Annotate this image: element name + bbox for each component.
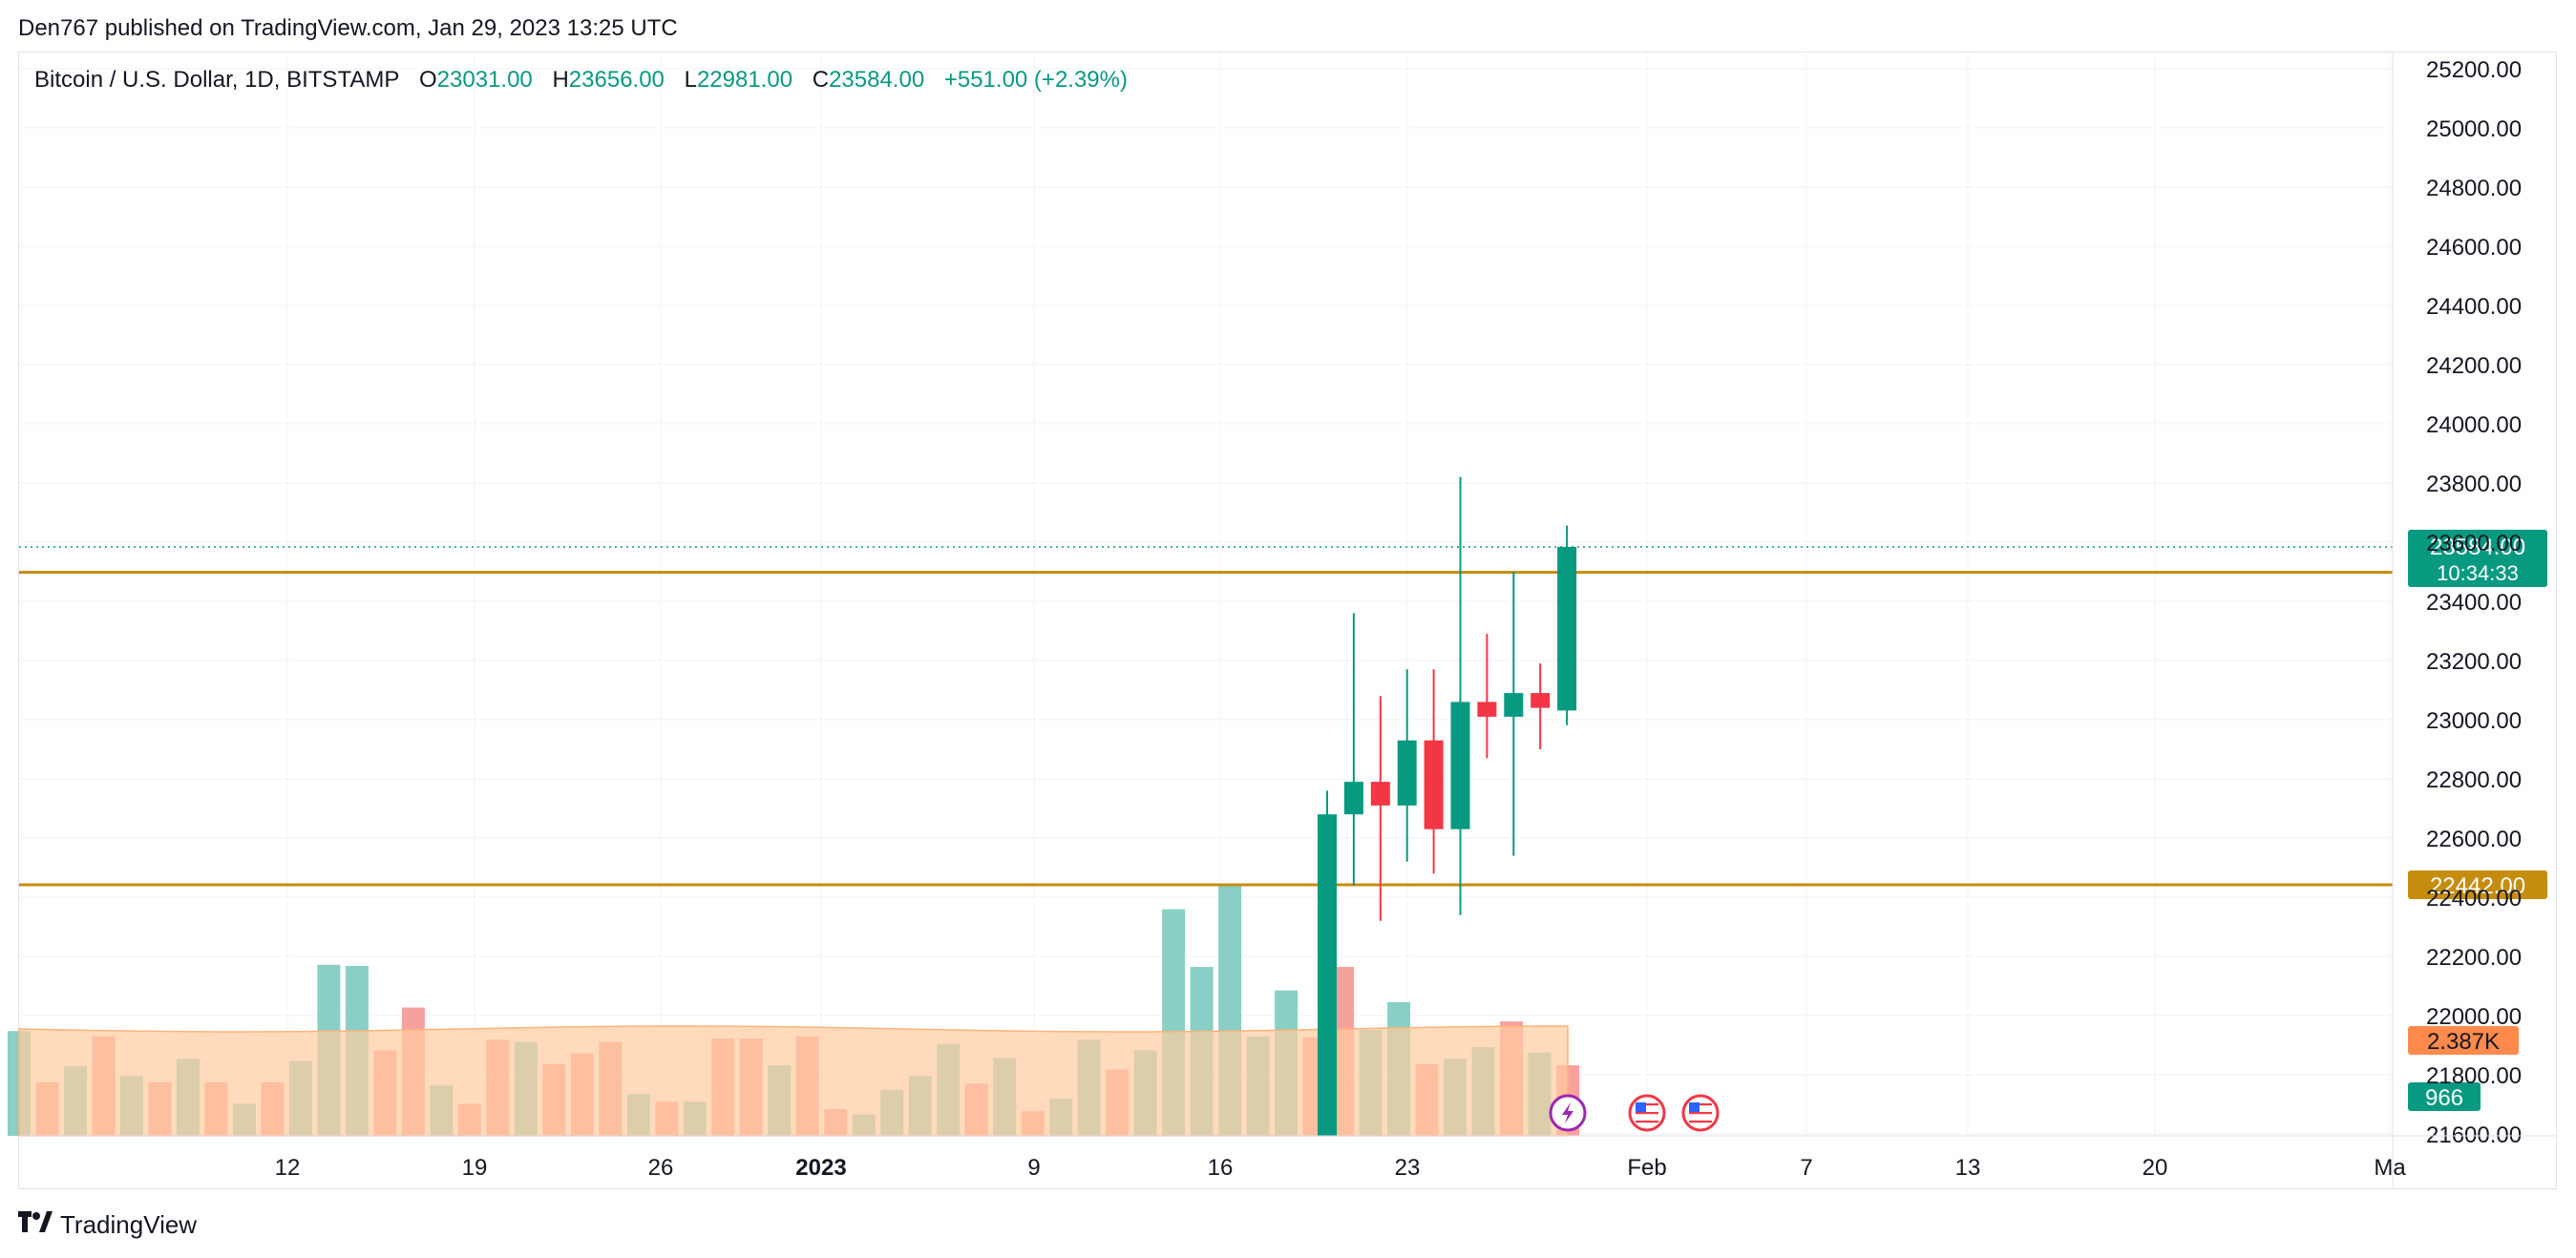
candle-body xyxy=(1424,740,1444,829)
us-flag-event-icon xyxy=(1628,1094,1666,1132)
x-tick-label: 2023 xyxy=(795,1155,846,1181)
candle-body xyxy=(1477,702,1497,717)
y-tick-label: 22600.00 xyxy=(2426,827,2522,852)
y-tick-label: 22800.00 xyxy=(2426,767,2522,793)
y-tick-label: 23600.00 xyxy=(2426,531,2522,556)
symbol-legend: Bitcoin / U.S. Dollar, 1D, BITSTAMP O230… xyxy=(34,67,1141,94)
brand[interactable]: TradingView xyxy=(18,1210,197,1240)
change-value: +551.00 (+2.39%) xyxy=(943,67,1128,93)
lightning-event-icon xyxy=(1549,1094,1587,1132)
y-tick-label: 23000.00 xyxy=(2426,708,2522,734)
last-price-label: 23584.00 xyxy=(2430,535,2525,560)
event-layer xyxy=(1549,1094,1720,1132)
x-tick-label: 13 xyxy=(1955,1155,1981,1181)
high-value: 23656.00 xyxy=(568,67,665,93)
x-tick-label: 23 xyxy=(1395,1155,1421,1181)
y-tick-label: 24400.00 xyxy=(2426,294,2522,320)
chart-frame[interactable] xyxy=(18,52,2557,1189)
x-tick-label: 19 xyxy=(462,1155,488,1181)
y-tick-label: 24000.00 xyxy=(2426,412,2522,438)
y-tick-label: 21800.00 xyxy=(2426,1063,2522,1089)
close-label: C xyxy=(812,67,830,93)
y-tick-label: 25200.00 xyxy=(2426,57,2522,83)
y-tick-label: 23400.00 xyxy=(2426,590,2522,616)
x-tick-label: 9 xyxy=(1027,1155,1040,1181)
y-tick-label: 23200.00 xyxy=(2426,649,2522,675)
symbol-name[interactable]: Bitcoin / U.S. Dollar, 1D, BITSTAMP xyxy=(34,67,400,93)
y-tick-label: 22400.00 xyxy=(2426,886,2522,912)
low-label: L xyxy=(684,67,697,93)
candle-body xyxy=(1531,693,1551,708)
tradingview-logo-icon xyxy=(18,1211,53,1239)
us-flag-event-icon xyxy=(1681,1094,1720,1132)
volume-last-label-box xyxy=(2408,1082,2481,1111)
level-label-box xyxy=(2408,870,2547,899)
volume-last-label: 966 xyxy=(2425,1085,2463,1111)
x-tick-label: Feb xyxy=(1627,1155,1666,1181)
open-label: O xyxy=(419,67,437,93)
volume-ma-label-box xyxy=(2408,1026,2519,1055)
candle-body xyxy=(1318,814,1337,1136)
candle-layer xyxy=(1318,476,1577,1136)
candle-body xyxy=(1370,782,1390,806)
publisher-line: Den767 published on TradingView.com, Jan… xyxy=(18,15,678,41)
x-tick-label: 26 xyxy=(648,1155,674,1181)
y-tick-label: 24200.00 xyxy=(2426,353,2522,379)
candle-body xyxy=(1504,693,1524,717)
axis-layer: 25200.00 25000.00 24800.00 24600.00 24400.00… xyxy=(19,52,2557,1189)
x-tick-label: 20 xyxy=(2143,1155,2168,1181)
candle-body xyxy=(1450,702,1470,829)
close-value: 23584.00 xyxy=(829,67,925,93)
high-label: H xyxy=(552,67,569,93)
y-tick-label: 22000.00 xyxy=(2426,1004,2522,1030)
last-price-box xyxy=(2408,529,2547,587)
level-label: 22442.00 xyxy=(2430,873,2525,899)
y-tick-label: 25000.00 xyxy=(2426,116,2522,142)
volume-ma-label: 2.387K xyxy=(2427,1029,2500,1055)
x-tick-label: 16 xyxy=(1208,1155,1234,1181)
candle-body xyxy=(1397,740,1417,806)
y-tick-label: 22200.00 xyxy=(2426,945,2522,971)
x-tick-label: 7 xyxy=(1800,1155,1812,1181)
candle-body xyxy=(1343,782,1363,815)
y-tick-label: 24800.00 xyxy=(2426,176,2522,201)
countdown-label: 10:34:33 xyxy=(2437,561,2519,585)
open-value: 23031.00 xyxy=(436,67,533,93)
x-tick-label: Ma xyxy=(2374,1155,2406,1181)
volume-layer xyxy=(8,883,1579,1137)
low-value: 22981.00 xyxy=(696,67,793,93)
x-tick-label: 12 xyxy=(275,1155,301,1181)
y-tick-label: 23800.00 xyxy=(2426,472,2522,497)
candle-body xyxy=(1557,546,1577,711)
brand-name: TradingView xyxy=(60,1210,198,1239)
y-tick-label: 24600.00 xyxy=(2426,235,2522,261)
volume-ma-area xyxy=(18,1025,1569,1137)
level-layer: 23498.0022442.0023584.0010:34:332.387K96… xyxy=(19,529,2547,1111)
